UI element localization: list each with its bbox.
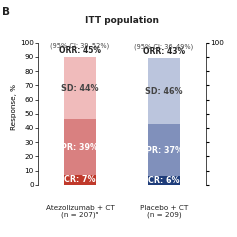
Text: CR: 7%: CR: 7% [64,175,96,184]
Text: PR: 37%: PR: 37% [146,146,183,155]
Title: ITT population: ITT population [85,16,159,25]
Text: PR: 39%: PR: 39% [61,143,99,152]
Text: ORR: 45%: ORR: 45% [59,46,101,55]
Bar [148,124,180,176]
Text: Atezolizumab + CT
(n = 207)ᵃ: Atezolizumab + CT (n = 207)ᵃ [46,205,114,218]
Text: (95% CI: 39–52%): (95% CI: 39–52%) [50,43,109,49]
Text: SD: 44%: SD: 44% [61,84,99,93]
Text: B: B [2,7,10,17]
Y-axis label: Response, %: Response, % [11,84,17,130]
Bar [148,176,180,185]
Bar [64,57,96,119]
Text: Placebo + CT
(n = 209): Placebo + CT (n = 209) [140,205,188,218]
Text: CR: 6%: CR: 6% [148,176,180,185]
Bar [148,58,180,124]
Bar [64,175,96,185]
Text: (95% CI: 36–49%): (95% CI: 36–49%) [135,44,194,50]
Text: SD: 46%: SD: 46% [145,87,183,96]
Text: ORR: 43%: ORR: 43% [143,47,185,56]
Bar [64,119,96,175]
